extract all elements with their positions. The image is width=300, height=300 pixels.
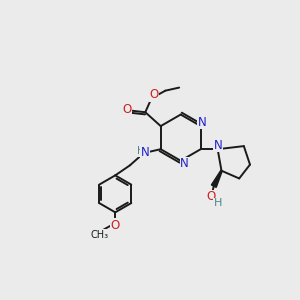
- Text: H: H: [137, 146, 145, 157]
- Text: N: N: [214, 139, 223, 152]
- Text: O: O: [207, 190, 216, 203]
- Text: O: O: [149, 88, 158, 101]
- Text: O: O: [122, 103, 131, 116]
- Text: CH₃: CH₃: [91, 230, 109, 240]
- Text: N: N: [141, 146, 150, 159]
- Polygon shape: [212, 170, 222, 188]
- Text: N: N: [198, 116, 207, 129]
- Text: N: N: [180, 157, 189, 170]
- Text: H: H: [214, 198, 222, 208]
- Text: O: O: [111, 219, 120, 232]
